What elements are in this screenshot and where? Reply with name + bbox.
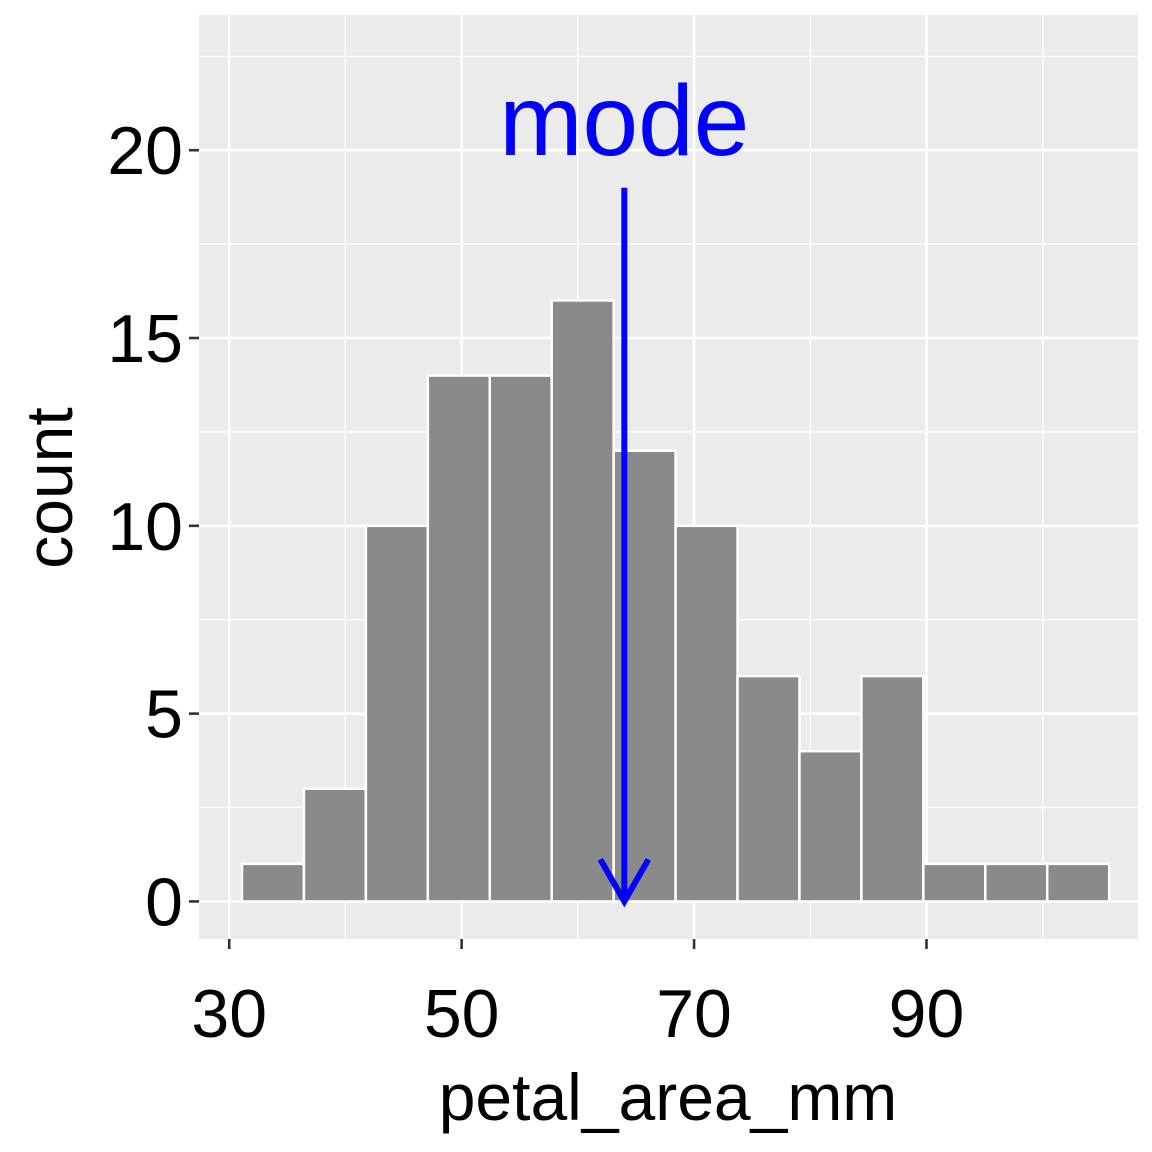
y-tick-label: 10 (107, 489, 183, 565)
mode-label: mode (499, 65, 749, 177)
y-axis: 0 5 10 15 20 (107, 113, 199, 940)
x-axis-label: petal_area_mm (439, 1060, 898, 1134)
histogram-bar (550, 299, 615, 903)
histogram-bar (984, 862, 1049, 903)
x-tick-label: 30 (191, 976, 267, 1052)
histogram-bars (240, 299, 1111, 903)
histogram-bar (240, 862, 306, 903)
histogram-bar (798, 749, 863, 903)
histogram-bar (302, 787, 368, 903)
mode-arrow-head-icon (597, 857, 651, 908)
histogram-bar (674, 524, 739, 903)
y-axis-label: count (12, 407, 86, 568)
mode-annotation: mode (499, 65, 749, 908)
histogram-bar (426, 374, 492, 903)
y-tick-label: 20 (107, 113, 183, 189)
y-tick-label: 5 (145, 677, 183, 753)
histogram-bar (364, 524, 430, 903)
x-tick-label: 90 (889, 976, 965, 1052)
histogram-bar (1045, 862, 1111, 903)
x-axis: 30 50 70 90 (191, 939, 964, 1052)
y-tick-label: 0 (145, 864, 183, 940)
histogram-bar (922, 862, 987, 903)
x-tick-label: 50 (424, 976, 500, 1052)
histogram-bar (488, 374, 553, 903)
histogram-bar (736, 674, 801, 903)
histogram-bar (860, 674, 925, 903)
x-tick-label: 70 (656, 976, 732, 1052)
y-tick-label: 15 (107, 301, 183, 377)
